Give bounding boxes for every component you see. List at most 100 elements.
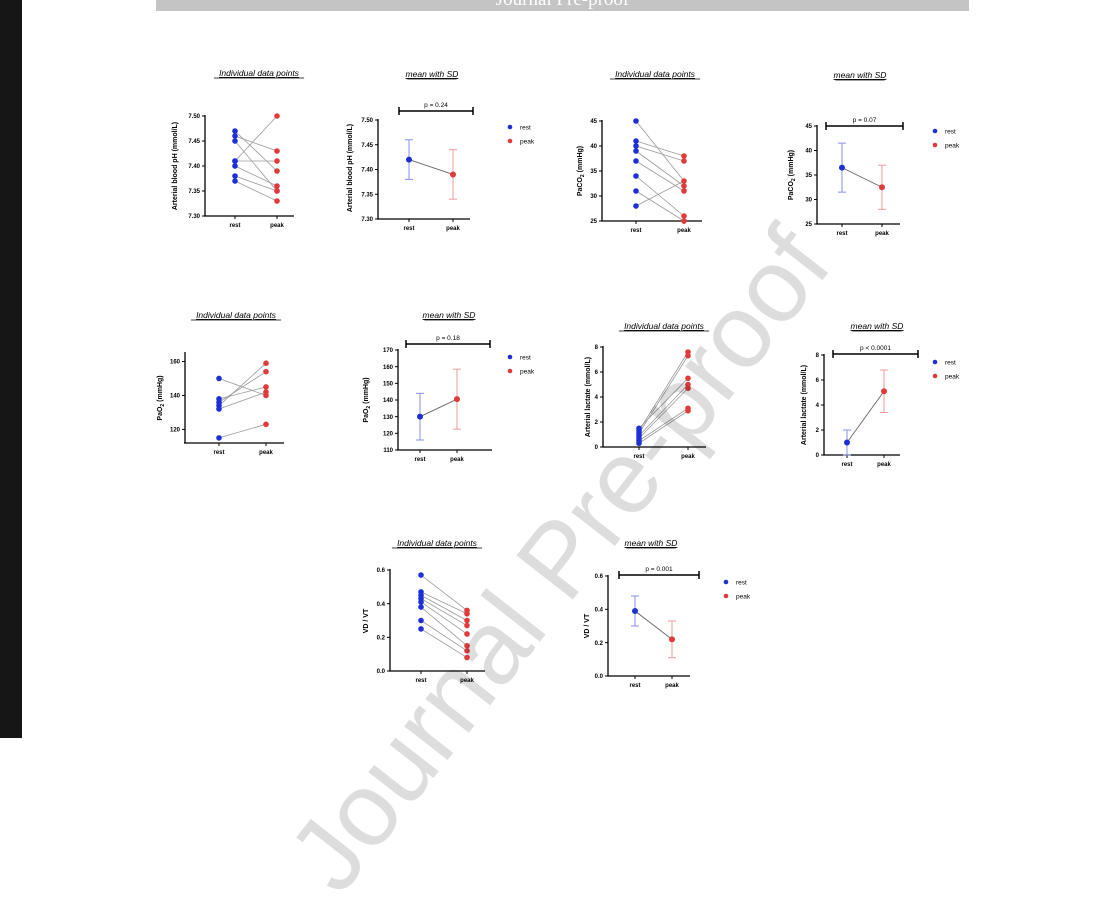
pao2-individual-peak-point-2 bbox=[263, 384, 269, 390]
paco2-mean-ytick-label: 40 bbox=[805, 149, 812, 155]
lactate-individual-xtick-label-peak: peak bbox=[681, 454, 695, 460]
paco2-individual-pair-line-2 bbox=[635, 145, 685, 162]
paco2-mean-ytick-label: 25 bbox=[805, 222, 812, 228]
lactate-mean-xtick-label-rest: rest bbox=[841, 462, 852, 468]
lactate-individual-title: Individual data points bbox=[624, 321, 705, 331]
lactate-mean-mean-line bbox=[846, 390, 885, 443]
pao2-individual-peak-point-0 bbox=[263, 360, 269, 366]
pao2-mean-ytick-label: 160 bbox=[383, 365, 394, 371]
pao2-individual-pair-line-2 bbox=[218, 371, 267, 403]
vdvt-mean-mean-line bbox=[634, 610, 673, 640]
paco2-individual-ylabel: PaCO2 (mmHg) bbox=[577, 146, 586, 196]
paco2-mean-ytick-label: 30 bbox=[805, 198, 812, 204]
pao2-mean-mean-point-rest bbox=[417, 413, 423, 420]
vdvt-individual-rest-point-6 bbox=[418, 617, 424, 624]
vdvt-mean-ytick-label: 0.0 bbox=[595, 674, 604, 680]
ph-individual-ytick-label: 7.45 bbox=[188, 139, 200, 145]
paco2-mean-pvalue-label: p = 0.07 bbox=[853, 117, 877, 124]
paco2-mean-legend-label-rest: rest bbox=[945, 128, 956, 135]
lactate-mean-ytick-label: 4 bbox=[816, 403, 820, 409]
paco2-individual-peak-point-4 bbox=[681, 188, 687, 194]
vdvt-individual-peak-point-7 bbox=[464, 654, 470, 661]
paco2-individual-xtick-label-rest: rest bbox=[630, 228, 641, 234]
paco2-individual-pair-line-6 bbox=[635, 190, 685, 222]
paco2-individual-pair-line-5 bbox=[635, 175, 685, 217]
ph-individual-rest-point-4 bbox=[232, 158, 238, 164]
vdvt-individual-pair-line-3 bbox=[420, 598, 468, 626]
pao2-individual-pair-line-5 bbox=[218, 423, 267, 439]
lactate-mean-mean-point-rest bbox=[844, 439, 850, 446]
ph-mean-legend-label-peak: peak bbox=[520, 138, 535, 145]
lactate-mean-ylabel: Arterial lactate (mmol/L) bbox=[801, 365, 808, 445]
ph-mean-legend-marker-rest bbox=[507, 124, 513, 130]
vdvt-individual-xtick-label-peak: peak bbox=[460, 678, 474, 684]
vdvt-mean-legend-label-peak: peak bbox=[736, 593, 751, 600]
ph-individual-pair-line-1 bbox=[234, 135, 278, 152]
pao2-mean-title: mean with SD bbox=[423, 310, 476, 320]
paco2-individual-rest-point-2 bbox=[633, 143, 639, 149]
ph-individual-ytick-label: 7.40 bbox=[188, 164, 200, 170]
paco2-individual-peak-point-5 bbox=[681, 213, 687, 219]
vdvt-individual-rest-point-5 bbox=[418, 604, 424, 610]
vdvt-mean-legend-marker-rest bbox=[723, 579, 729, 585]
pao2-individual-xtick-label-rest: rest bbox=[213, 450, 224, 456]
lactate-mean-ytick-label: 0 bbox=[816, 453, 820, 459]
paco2-individual-ytick-label: 35 bbox=[590, 169, 597, 175]
vdvt-individual-pair-line-1 bbox=[420, 591, 468, 615]
paco2-individual-peak-point-1 bbox=[681, 158, 687, 164]
pao2-individual-peak-point-5 bbox=[263, 421, 269, 428]
ph-individual-pair-line-5 bbox=[234, 165, 278, 187]
paco2-individual-ytick-label: 40 bbox=[590, 144, 597, 150]
ph-mean-ytick-label: 7.50 bbox=[361, 118, 373, 124]
paco2-individual-xtick-label-peak: peak bbox=[677, 228, 691, 234]
lactate-individual-ytick-label: 0 bbox=[595, 445, 599, 451]
vdvt-mean-mean-point-rest bbox=[632, 608, 638, 614]
vdvt-mean-xtick-label-peak: peak bbox=[665, 683, 679, 689]
journal-header-band: Journal Pre-proof bbox=[156, 0, 969, 11]
vdvt-individual-pair-line-6 bbox=[420, 620, 468, 652]
lactate-individual-pair-line-0 bbox=[638, 377, 689, 429]
ph-individual-pair-line-6 bbox=[234, 175, 278, 192]
ph-individual-peak-point-7 bbox=[274, 198, 280, 204]
viewer-left-bar bbox=[0, 0, 22, 738]
vdvt-individual-ytick-label: 0.6 bbox=[377, 568, 386, 574]
pao2-individual-xtick-label-peak: peak bbox=[259, 450, 273, 456]
ph-individual-peak-point-3 bbox=[274, 168, 280, 174]
paco2-individual-pair-line-1 bbox=[635, 140, 685, 157]
paco2-mean-ylabel: PaCO2 (mmHg) bbox=[788, 150, 797, 200]
lactate-individual-peak-point-6 bbox=[685, 407, 691, 414]
vdvt-mean-mean-point-peak bbox=[669, 636, 675, 643]
paco2-individual-ytick-label: 45 bbox=[590, 119, 597, 125]
paco2-individual-peak-point-6 bbox=[681, 218, 687, 224]
paco2-individual-pair-line-4 bbox=[635, 160, 685, 192]
lactate-mean-ytick-label: 8 bbox=[816, 353, 820, 359]
ph-individual-ylabel: Arterial blood pH (mmol/L) bbox=[172, 122, 179, 210]
paco2-mean-mean-line bbox=[841, 167, 883, 188]
lactate-individual-pair-line-5 bbox=[638, 407, 689, 442]
ph-mean-pvalue-label: p = 0.24 bbox=[424, 102, 448, 109]
paco2-individual-rest-point-1 bbox=[633, 138, 639, 144]
pao2-mean-ylabel: PaO2 (mmHg) bbox=[363, 377, 372, 422]
lactate-mean-title: mean with SD bbox=[851, 321, 904, 331]
vdvt-individual-ytick-label: 0.4 bbox=[377, 602, 386, 608]
pao2-mean-ytick-label: 110 bbox=[383, 448, 393, 454]
vdvt-individual-rest-point-4 bbox=[418, 599, 424, 605]
paco2-mean-ytick-label: 45 bbox=[805, 124, 812, 130]
ph-mean-legend-marker-peak bbox=[507, 138, 513, 144]
paco2-individual-pair-line-0 bbox=[635, 120, 685, 182]
ph-mean-xtick-label-rest: rest bbox=[403, 226, 414, 232]
paco2-individual-ytick-label: 30 bbox=[590, 194, 597, 200]
pao2-mean-ytick-label: 140 bbox=[383, 398, 394, 404]
ph-individual-peak-point-1 bbox=[274, 148, 280, 154]
ph-mean-ytick-label: 7.30 bbox=[361, 217, 373, 223]
pao2-mean-ytick-label: 130 bbox=[383, 415, 394, 421]
paco2-individual-peak-point-3 bbox=[681, 183, 687, 189]
ph-mean-ytick-label: 7.35 bbox=[361, 192, 373, 198]
vdvt-individual-peak-point-4 bbox=[464, 631, 470, 637]
lactate-individual-pair-line-4 bbox=[638, 387, 689, 439]
paco2-mean-mean-point-rest bbox=[839, 164, 845, 171]
paco2-mean-mean-point-peak bbox=[879, 184, 885, 191]
pao2-mean-pvalue-label: p = 0.18 bbox=[436, 335, 460, 342]
paco2-mean-title: mean with SD bbox=[834, 70, 887, 80]
figure-panels: Individual data points Arterial blood pH … bbox=[157, 68, 960, 689]
